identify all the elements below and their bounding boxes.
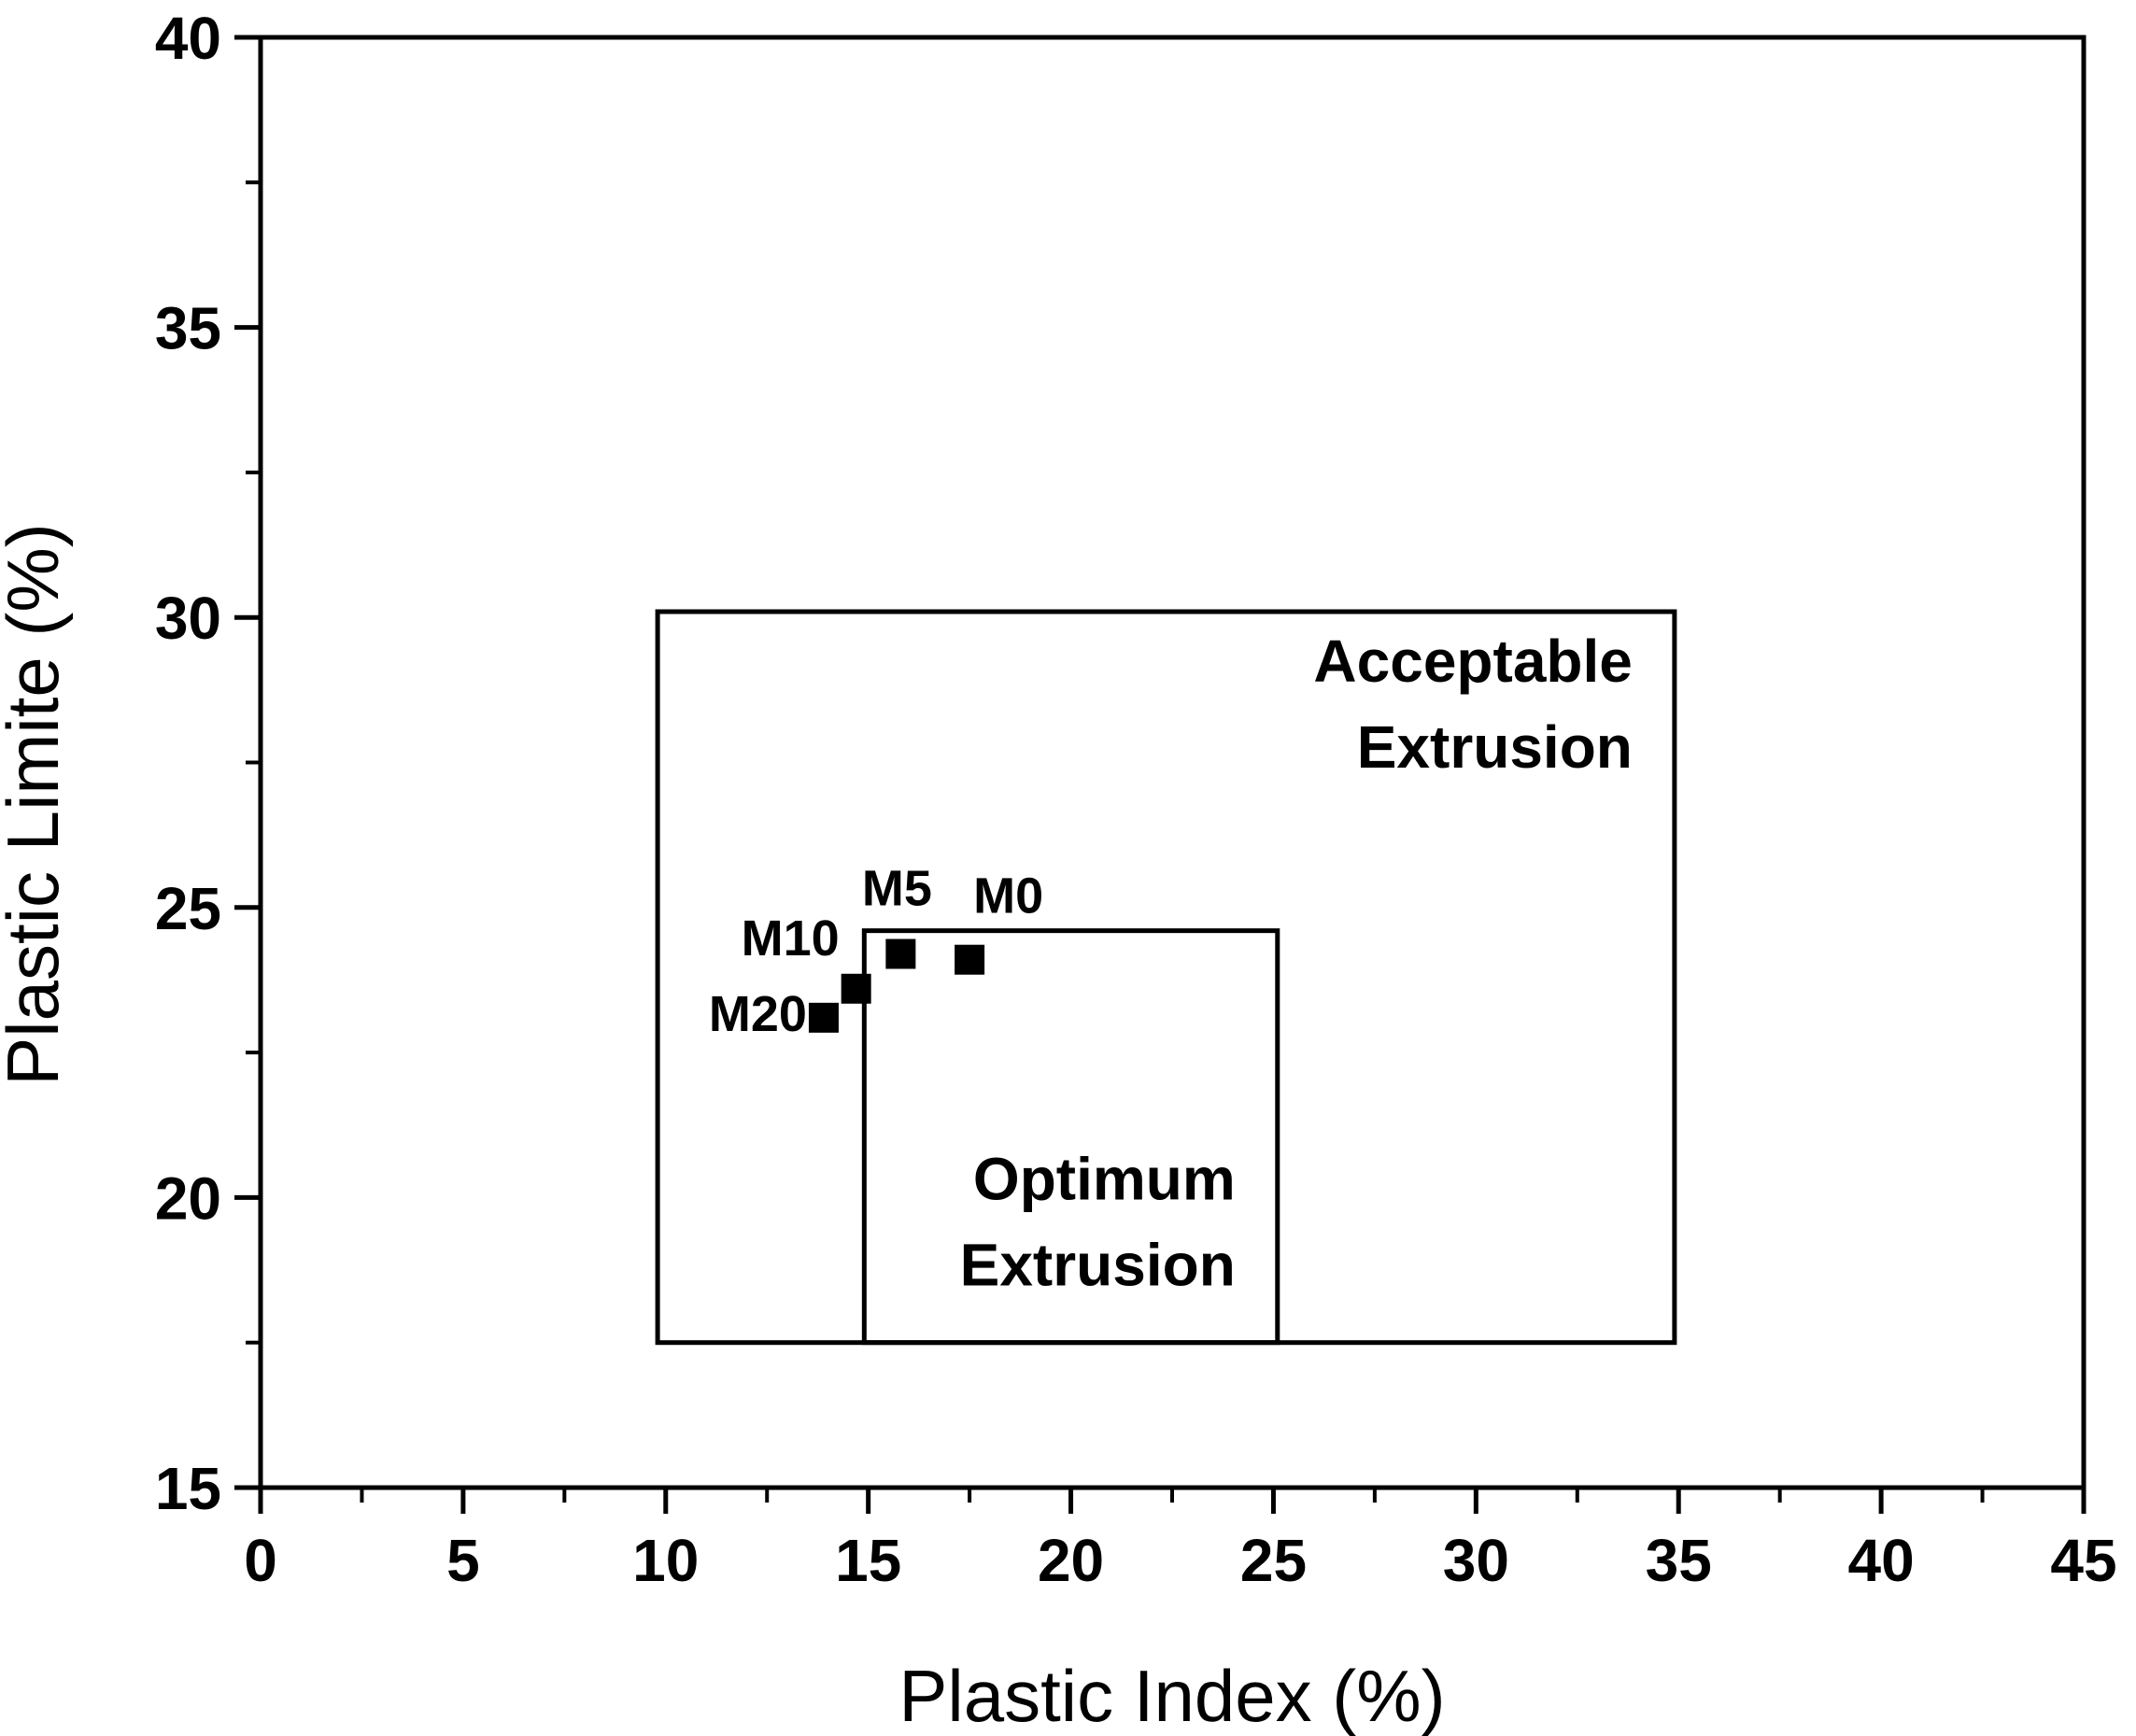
data-points-layer: M0 M5 M10 M20 [709,860,1043,1041]
y-axis-title: Plastic Limite (%) [0,523,74,1085]
point-label: M20 [709,986,807,1042]
y-tick-label: 30 [155,585,221,652]
x-axis-title: Plastic Index (%) [898,1655,1445,1736]
x-tick-label: 25 [1240,1527,1307,1594]
x-tick-label: 35 [1646,1527,1712,1594]
axes-layer: 0 5 10 15 20 25 30 35 40 45 15 20 25 30 35 40 [155,5,2117,1594]
x-tick-label: 30 [1443,1527,1509,1594]
y-tick-label: 35 [155,295,221,362]
y-tick-label: 20 [155,1164,221,1232]
regions-layer: Acceptable Extrusion Optimum Extrusion [655,609,1677,1346]
region-label: Extrusion [960,1232,1236,1299]
y-tick-label: 25 [155,875,221,942]
region-label: Optimum [973,1146,1236,1213]
y-axis-ticks: 15 20 25 30 35 40 [155,5,261,1522]
data-point [808,1002,839,1033]
region-label: Extrusion [1357,713,1633,781]
y-tick-label: 15 [155,1455,221,1522]
x-axis-ticks: 0 5 10 15 20 25 30 35 40 45 [244,1488,2117,1594]
x-tick-label: 0 [244,1527,277,1594]
data-point [955,944,985,975]
region-box [861,928,1280,1346]
x-tick-label: 15 [835,1527,901,1594]
x-tick-label: 10 [632,1527,699,1594]
region-label: Acceptable [1313,628,1632,695]
data-point [841,973,871,1004]
x-tick-label: 40 [1848,1527,1915,1594]
x-tick-label: 45 [2050,1527,2116,1594]
point-label: M5 [862,860,932,916]
point-label: M0 [973,868,1043,924]
data-point [885,939,916,969]
y-tick-label: 40 [155,5,221,72]
x-tick-label: 5 [446,1527,480,1594]
x-tick-label: 20 [1038,1527,1104,1594]
point-label: M10 [742,910,840,967]
